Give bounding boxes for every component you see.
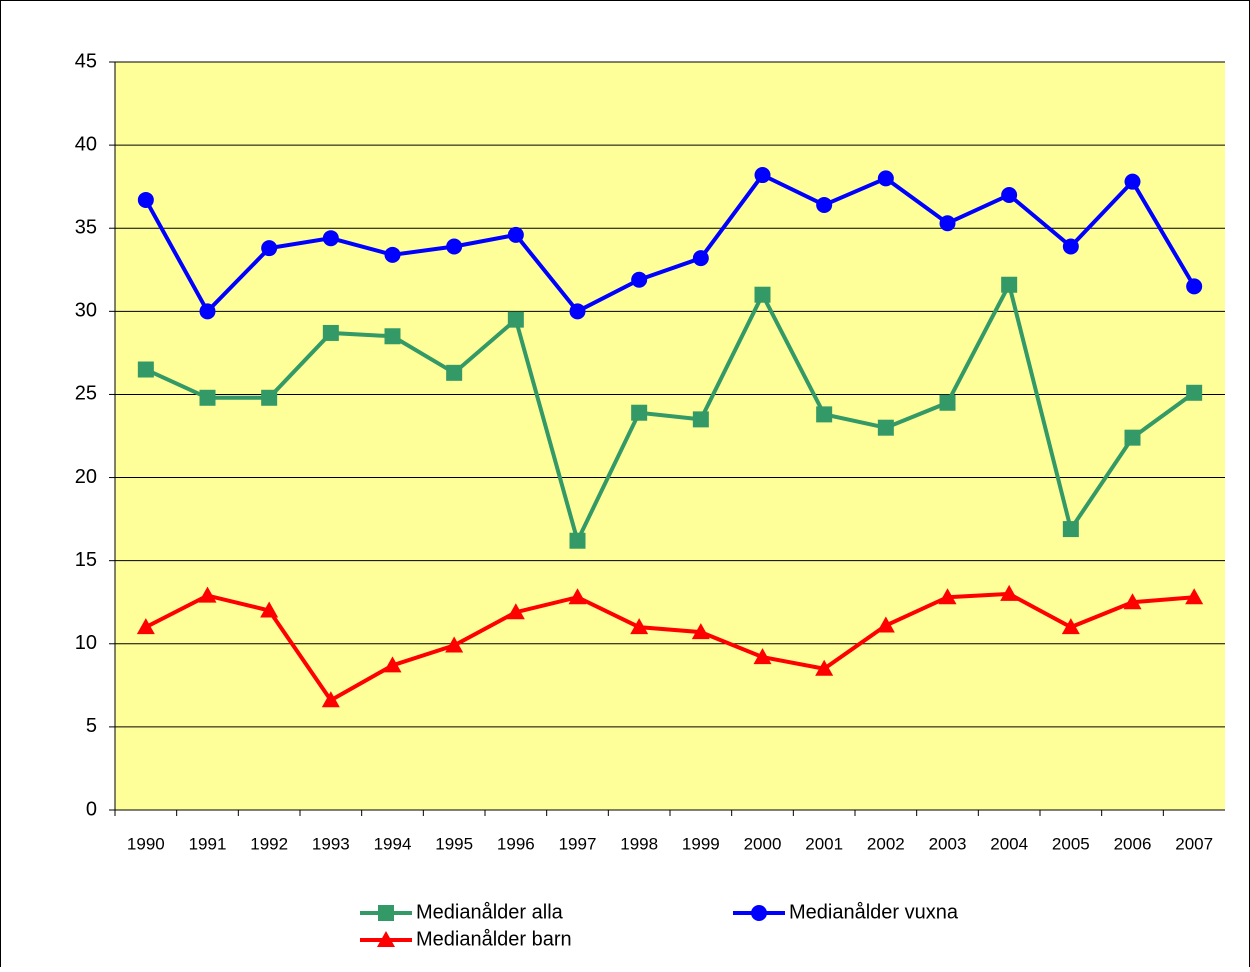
y-tick-label: 20 [75, 466, 97, 488]
data-point [568, 588, 587, 605]
data-point [1185, 588, 1204, 605]
x-tick-label: 2001 [805, 834, 843, 853]
data-point [1062, 521, 1079, 538]
data-point [507, 226, 524, 243]
x-tick-label: 1994 [374, 834, 412, 853]
data-point [754, 167, 771, 184]
x-tick-label: 1993 [312, 834, 350, 853]
y-tick-label: 5 [86, 715, 97, 737]
x-tick-label: 2002 [867, 834, 905, 853]
data-point [322, 324, 339, 341]
data-point [631, 271, 648, 288]
x-tick-label: 1996 [497, 834, 535, 853]
data-point [1124, 429, 1141, 446]
data-point [198, 586, 217, 603]
data-point [630, 618, 649, 635]
data-point [1061, 618, 1080, 635]
legend-label: Medianålder vuxna [789, 901, 959, 923]
y-tick-label: 30 [75, 300, 97, 322]
x-tick-label: 1992 [250, 834, 288, 853]
legend-marker [377, 931, 395, 947]
data-point [445, 636, 464, 653]
x-tick-label: 1995 [435, 834, 473, 853]
data-point [939, 215, 956, 232]
data-point [1186, 384, 1203, 401]
data-point [569, 303, 586, 320]
data-point [383, 656, 402, 673]
x-tick-label: 2000 [744, 834, 782, 853]
y-tick-label: 25 [75, 383, 97, 405]
x-tick-label: 2006 [1114, 834, 1152, 853]
data-point [1062, 238, 1079, 255]
data-point [1000, 584, 1019, 601]
legend-marker [751, 905, 767, 921]
data-point [1001, 276, 1018, 293]
data-point [506, 603, 525, 620]
data-point [322, 230, 339, 247]
legend-marker [378, 905, 394, 921]
x-tick-label: 2003 [929, 834, 967, 853]
data-point [199, 389, 216, 406]
data-point [1123, 593, 1142, 610]
data-point [137, 191, 154, 208]
x-tick-label: 1997 [559, 834, 597, 853]
y-tick-label: 35 [75, 217, 97, 239]
data-point [446, 238, 463, 255]
y-tick-label: 15 [75, 549, 97, 571]
x-tick-label: 1998 [620, 834, 658, 853]
data-point [384, 246, 401, 263]
data-point [569, 532, 586, 549]
data-point [137, 361, 154, 378]
series-line [144, 172, 1196, 315]
data-point [938, 588, 957, 605]
data-point [692, 411, 709, 428]
data-point [261, 240, 278, 257]
data-point [136, 618, 155, 635]
data-point [1186, 278, 1203, 295]
series-line [144, 591, 1195, 703]
x-tick-label: 2007 [1175, 834, 1213, 853]
x-tick-label: 2004 [990, 834, 1028, 853]
y-tick-label: 10 [75, 632, 97, 654]
data-point [321, 691, 340, 708]
legend-label: Medianålder alla [416, 901, 564, 923]
data-point [631, 404, 648, 421]
data-point [815, 659, 834, 676]
data-point [692, 250, 709, 267]
data-point [816, 196, 833, 213]
data-point [261, 389, 278, 406]
data-point [691, 623, 710, 640]
data-point [877, 419, 894, 436]
y-tick-label: 40 [75, 133, 97, 155]
data-point [753, 648, 772, 665]
data-point [816, 406, 833, 423]
legend-label: Medianålder barn [416, 928, 572, 950]
plot-area [115, 62, 1225, 810]
data-point [507, 311, 524, 328]
data-point [1001, 186, 1018, 203]
data-point [754, 286, 771, 303]
data-point [446, 364, 463, 381]
data-point [877, 170, 894, 187]
data-point [1124, 173, 1141, 190]
data-point [876, 616, 895, 633]
y-tick-label: 0 [86, 798, 97, 820]
x-tick-label: 2005 [1052, 834, 1090, 853]
data-point [199, 303, 216, 320]
series-line [144, 279, 1196, 547]
data-point [939, 394, 956, 411]
x-tick-label: 1991 [189, 834, 227, 853]
x-tick-label: 1999 [682, 834, 720, 853]
x-tick-label: 1990 [127, 834, 165, 853]
data-point [384, 328, 401, 345]
y-tick-label: 45 [75, 50, 97, 72]
data-point [260, 601, 279, 618]
